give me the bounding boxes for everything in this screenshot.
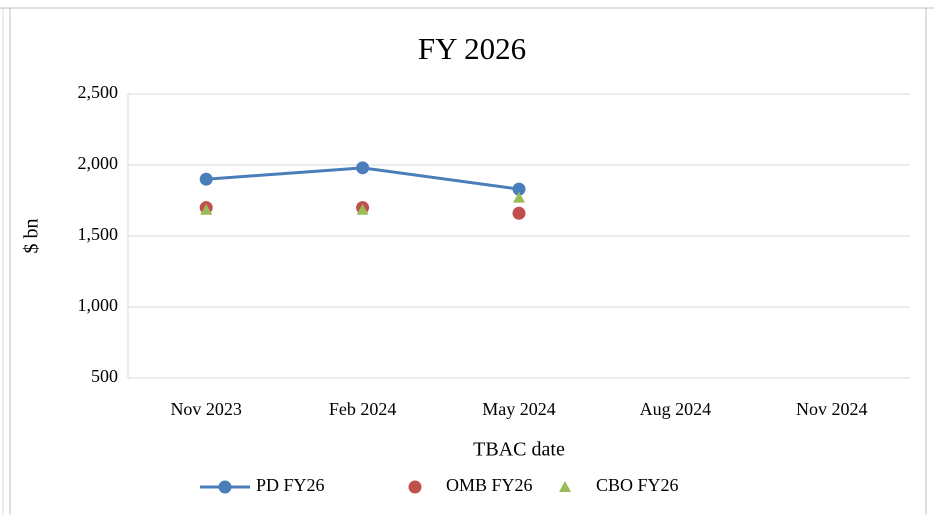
data-point <box>199 172 213 186</box>
data-point <box>356 203 369 215</box>
y-tick-label: 500 <box>91 366 118 386</box>
data-point <box>512 206 526 220</box>
data-point <box>513 191 525 203</box>
legend-label: CBO FY26 <box>596 475 679 495</box>
x-axis-title: TBAC date <box>473 439 565 461</box>
y-tick-label: 1,000 <box>78 295 119 315</box>
legend-marker <box>408 480 422 494</box>
x-tick-label: Nov 2023 <box>170 399 242 419</box>
y-tick-label: 2,500 <box>78 82 119 102</box>
y-tick-label: 1,500 <box>78 224 119 244</box>
legend-label: OMB FY26 <box>446 475 533 495</box>
x-tick-label: May 2024 <box>482 399 556 419</box>
y-tick-label: 2,000 <box>78 153 119 173</box>
data-point <box>356 161 370 175</box>
x-tick-label: Feb 2024 <box>329 399 397 419</box>
x-tick-label: Nov 2024 <box>796 399 868 419</box>
y-axis-title: $ bn <box>21 219 43 254</box>
legend-marker <box>218 480 232 494</box>
legend-marker <box>559 481 571 492</box>
data-point <box>512 182 526 196</box>
chart-title: FY 2026 <box>418 31 526 66</box>
legend-label: PD FY26 <box>256 475 325 495</box>
data-point <box>200 203 213 215</box>
x-tick-label: Aug 2024 <box>640 399 712 419</box>
